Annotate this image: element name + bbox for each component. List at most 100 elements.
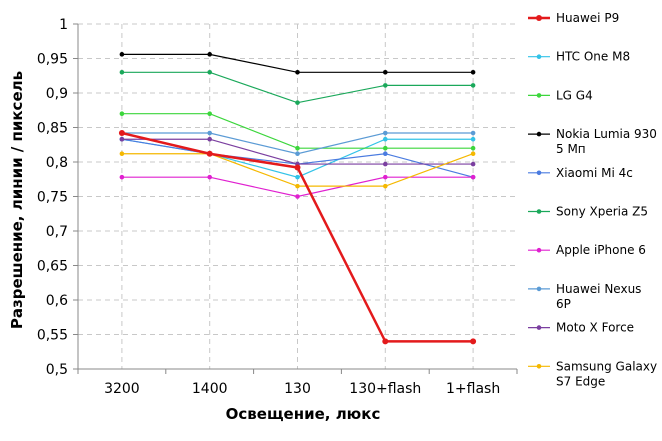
data-point	[383, 161, 388, 167]
legend-item: Samsung Galaxy S7 Edge	[528, 359, 657, 388]
legend-label: Huawei P9	[556, 11, 619, 25]
y-tick-label: 0,9	[46, 86, 68, 102]
data-point	[470, 161, 476, 167]
data-point	[295, 194, 300, 199]
x-tick-label: 1+flash	[446, 381, 500, 397]
legend-item: Apple iPhone 6	[528, 243, 646, 257]
legend-label: Apple iPhone 6	[556, 243, 646, 257]
data-point	[294, 164, 301, 171]
data-point	[470, 151, 476, 157]
legend-item: Sony Xperia Z5	[528, 205, 648, 219]
data-point	[295, 174, 300, 180]
legend-swatch-marker	[536, 325, 542, 330]
data-point	[207, 70, 212, 75]
legend-swatch-marker	[536, 131, 542, 137]
data-point	[119, 136, 125, 142]
x-axis-title: Освещение, люкс	[226, 405, 381, 423]
x-tick-label: 130+flash	[349, 381, 421, 397]
axes	[73, 23, 518, 374]
data-point	[383, 183, 388, 189]
legend-swatch-marker	[536, 286, 542, 292]
data-point	[383, 83, 388, 88]
data-point	[119, 70, 125, 75]
x-tick-labels: 3200 1400 130 130+flash 1+flash	[104, 381, 500, 397]
data-point	[470, 70, 476, 75]
legend-swatch-marker	[536, 15, 542, 21]
y-tick-label: 1	[59, 17, 68, 33]
legend-item: Moto X Force	[528, 321, 634, 335]
data-point	[119, 111, 125, 116]
y-tick-label: 0,75	[37, 190, 68, 206]
data-point	[383, 145, 388, 151]
data-point	[119, 52, 125, 57]
legend-swatch-marker	[536, 364, 542, 369]
y-tick-label: 0,55	[37, 328, 68, 344]
y-tick-label: 0,7	[46, 224, 68, 240]
legend: Huawei P9 HTC One M8 LG G4 Nokia Lumia 930 5…	[528, 11, 657, 388]
legend-label: Sony Xperia Z5	[556, 205, 648, 219]
data-point	[383, 174, 388, 180]
x-tick-label: 3200	[104, 381, 140, 397]
series-samsung-galaxy-s7-edge	[119, 151, 476, 189]
data-point	[295, 100, 300, 105]
data-point	[118, 130, 125, 137]
data-point	[295, 145, 300, 151]
series-nokia-lumia-930-5	[119, 52, 476, 75]
legend-item: Nokia Lumia 930 5 Мп	[528, 127, 657, 156]
y-tick-label: 0,85	[37, 121, 68, 137]
data-point	[295, 183, 300, 189]
legend-item: Huawei P9	[528, 11, 619, 25]
series-apple-iphone-6	[119, 174, 476, 199]
series-sony-xperia-z5	[119, 70, 476, 105]
data-point	[207, 111, 212, 116]
data-point	[383, 151, 388, 157]
series-lg-g4	[119, 111, 476, 151]
series-huawei-p9	[118, 130, 477, 345]
y-tick-label: 0,5	[46, 362, 68, 378]
data-point	[470, 338, 477, 345]
legend-swatch-marker	[536, 54, 542, 59]
y-axis-title: Разрешение, линии / пиксель	[8, 71, 26, 329]
legend-item: Xiaomi Mi 4c	[528, 166, 633, 180]
data-point	[119, 151, 125, 157]
data-point	[470, 174, 476, 180]
data-point	[207, 174, 212, 180]
legend-label: Huawei Nexus 6P	[556, 282, 641, 311]
legend-swatch-marker	[536, 209, 542, 214]
y-tick-labels: 0,5 0,55 0,6 0,65 0,7 0,75 0,8 0,85 0,9 0,95 1	[37, 17, 68, 378]
data-point	[206, 150, 213, 157]
y-tick-label: 0,65	[37, 259, 68, 275]
y-tick-label: 0,95	[37, 52, 68, 68]
legend-label: Xiaomi Mi 4c	[556, 166, 633, 180]
data-point	[383, 130, 388, 136]
legend-label: LG G4	[556, 88, 593, 102]
data-point	[470, 145, 476, 151]
legend-label: Nokia Lumia 930 5 Мп	[556, 127, 657, 156]
data-point	[207, 136, 212, 142]
data-point	[470, 83, 476, 88]
data-point	[470, 130, 476, 136]
data-point	[383, 136, 388, 142]
data-point	[382, 338, 389, 345]
data-point	[295, 151, 300, 157]
legend-label: HTC One M8	[556, 50, 630, 64]
legend-label: Samsung Galaxy S7 Edge	[556, 359, 657, 388]
legend-label: Moto X Force	[556, 321, 634, 335]
data-point	[295, 70, 300, 75]
series-moto-x-force	[119, 136, 476, 167]
legend-item: HTC One M8	[528, 50, 630, 64]
data-point	[207, 52, 212, 57]
legend-swatch-marker	[536, 93, 542, 98]
y-tick-label: 0,8	[46, 155, 68, 171]
data-point	[207, 130, 212, 136]
legend-swatch-marker	[536, 247, 542, 253]
data-point	[470, 136, 476, 142]
x-tick-label: 130	[284, 381, 311, 397]
data-point	[383, 70, 388, 75]
y-tick-label: 0,6	[46, 293, 68, 309]
legend-item: LG G4	[528, 88, 593, 102]
series-lines	[118, 52, 477, 345]
legend-item: Huawei Nexus 6P	[528, 282, 641, 311]
data-point	[119, 174, 125, 180]
